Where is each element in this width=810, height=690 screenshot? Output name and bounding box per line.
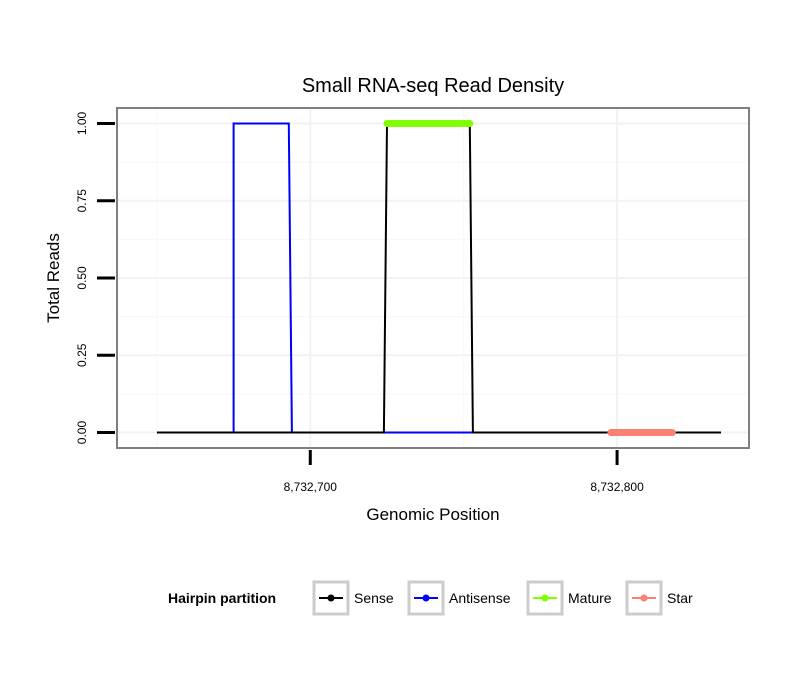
legend-key-dot [422,594,430,602]
legend-item-antisense: Antisense [407,580,511,616]
legend-item-sense: Sense [312,580,394,616]
y-tick-label: 1.00 [75,111,89,135]
legend-label: Sense [354,590,394,606]
x-tick-label: 8,732,700 [284,480,338,494]
x-tick-label: 8,732,800 [590,480,644,494]
x-axis-label: Genomic Position [366,505,499,524]
y-axis-label: Total Reads [44,233,63,323]
legend-item-star: Star [625,580,693,616]
legend-label: Star [667,590,693,606]
legend-label: Mature [568,590,612,606]
y-axis: 0.00 0.25 0.50 0.75 1.00 [75,111,115,444]
y-tick-label: 0.25 [75,343,89,367]
chart-title: Small RNA-seq Read Density [302,75,564,97]
legend-key-dot [640,594,648,602]
series-antisense-line [232,122,473,434]
x-axis: 8,732,700 8,732,800 [284,450,644,494]
plot-border [116,107,750,449]
grid-lines [117,108,749,448]
legend: Hairpin partition Sense Antisense Mature St… [168,580,693,616]
legend-key-dot [327,594,335,602]
legend-item-mature: Mature [526,580,612,616]
legend-key-dot [541,594,549,602]
y-tick-label: 0.00 [75,421,89,445]
legend-title: Hairpin partition [168,590,276,606]
y-tick-label: 0.75 [75,189,89,213]
y-tick-label: 0.50 [75,266,89,290]
legend-label: Antisense [449,590,511,606]
series-layer [156,120,721,436]
